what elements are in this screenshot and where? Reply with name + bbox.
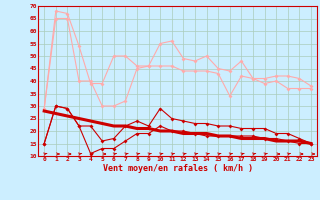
X-axis label: Vent moyen/en rafales ( km/h ): Vent moyen/en rafales ( km/h ) xyxy=(103,164,252,173)
